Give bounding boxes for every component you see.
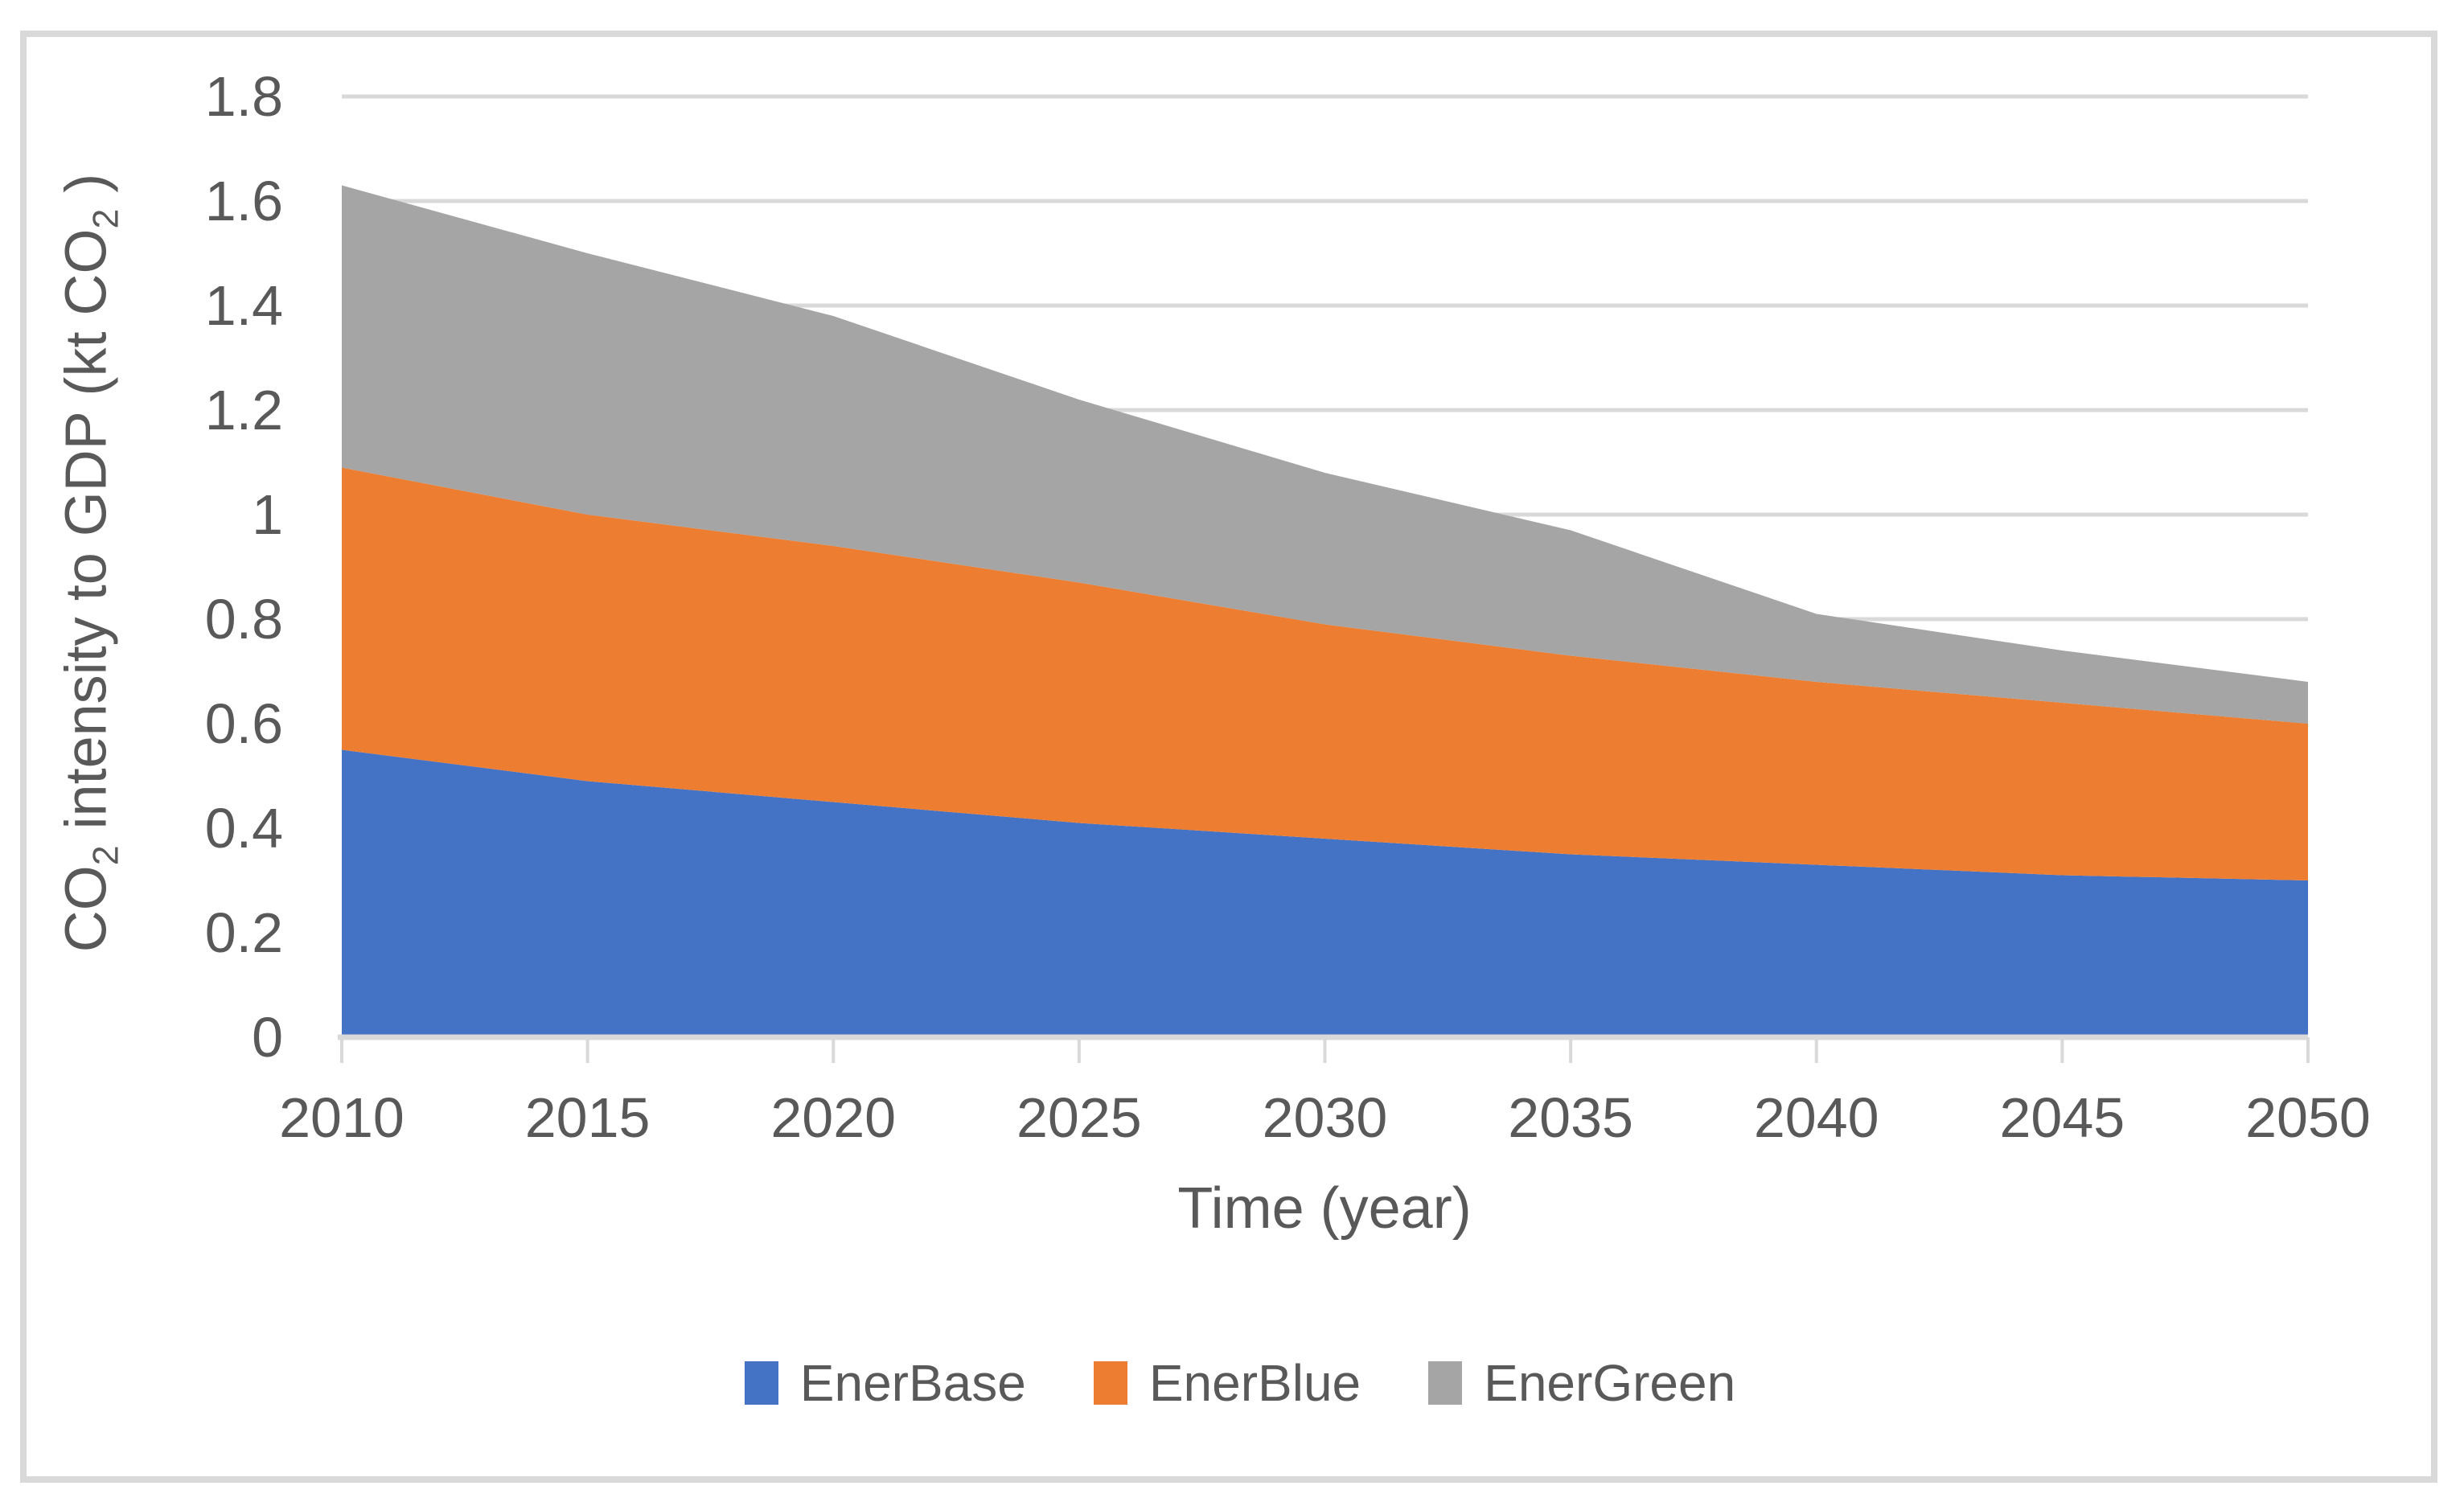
y-tick-label: 0.4 xyxy=(204,797,283,860)
area-series-energreen xyxy=(342,185,2308,724)
y-axis-title: CO2 intensity to GDP (kt CO2 ) xyxy=(53,174,126,953)
y-tick-label: 1.4 xyxy=(204,274,283,337)
legend-item-enerblue: EnerBlue xyxy=(1093,1354,1361,1412)
x-tick-label: 2035 xyxy=(1508,1086,1633,1149)
y-axis-title-text: CO xyxy=(54,865,119,953)
x-tick-label: 2045 xyxy=(1999,1086,2125,1149)
x-tick-label: 2025 xyxy=(1016,1086,1142,1149)
x-tick-label: 2040 xyxy=(1753,1086,1879,1149)
y-tick-label: 1.2 xyxy=(204,379,283,441)
x-tick-label: 2010 xyxy=(279,1086,405,1149)
y-tick-label: 1.6 xyxy=(204,170,283,232)
legend-item-energreen: EnerGreen xyxy=(1428,1357,1735,1409)
y-tick-label: 0 xyxy=(252,1006,283,1069)
y-tick-label: 0.6 xyxy=(204,692,283,755)
area-series-enerbase xyxy=(342,749,2308,1037)
legend-swatch-icon xyxy=(744,1361,778,1405)
y-tick-label: 0.8 xyxy=(204,588,283,650)
y-axis-title-text: ) xyxy=(54,173,119,209)
x-tick-label: 2050 xyxy=(2245,1086,2371,1149)
legend-label: EnerGreen xyxy=(1484,1354,1736,1412)
area-series-enerblue xyxy=(342,467,2308,880)
x-tick-label: 2030 xyxy=(1262,1086,1388,1149)
legend-item-enerbase: EnerBase xyxy=(744,1354,1026,1412)
x-tick-label: 2015 xyxy=(524,1086,651,1149)
chart-legend: EnerBase EnerBlue EnerGreen xyxy=(0,1357,2464,1409)
y-axis-title-subscript: 2 xyxy=(86,208,126,229)
y-tick-label: 1 xyxy=(252,483,283,546)
legend-swatch-icon xyxy=(1093,1361,1127,1405)
y-axis-title-subscript: 2 xyxy=(86,845,126,866)
y-tick-label: 1.8 xyxy=(204,65,283,128)
legend-swatch-icon xyxy=(1428,1361,1463,1405)
legend-label: EnerBlue xyxy=(1148,1354,1361,1412)
legend-label: EnerBase xyxy=(799,1354,1026,1412)
y-axis-title-text: intensity to GDP (kt CO xyxy=(54,228,119,846)
x-tick-label: 2020 xyxy=(770,1086,897,1149)
y-tick-label: 0.2 xyxy=(204,901,283,964)
x-axis-title: Time (year) xyxy=(1177,1176,1472,1241)
